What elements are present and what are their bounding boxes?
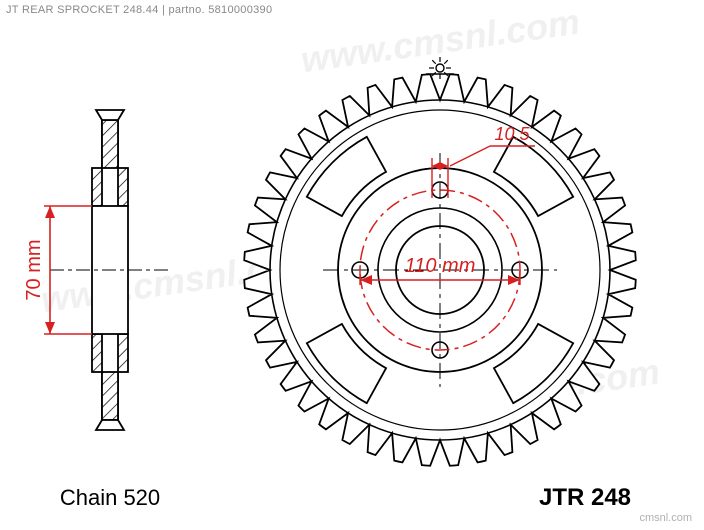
svg-text:70 mm: 70 mm <box>23 239 45 300</box>
svg-text:110 mm: 110 mm <box>405 255 476 277</box>
svg-text:10.5: 10.5 <box>494 124 530 144</box>
diagram-svg: 70 mm 110 mm 10.5 Chain 520 JTR 248 <box>0 0 704 530</box>
svg-text:Chain 520: Chain 520 <box>60 485 160 510</box>
brand-watermark: cmsnl.com <box>639 512 692 524</box>
svg-text:JTR 248: JTR 248 <box>539 484 631 511</box>
